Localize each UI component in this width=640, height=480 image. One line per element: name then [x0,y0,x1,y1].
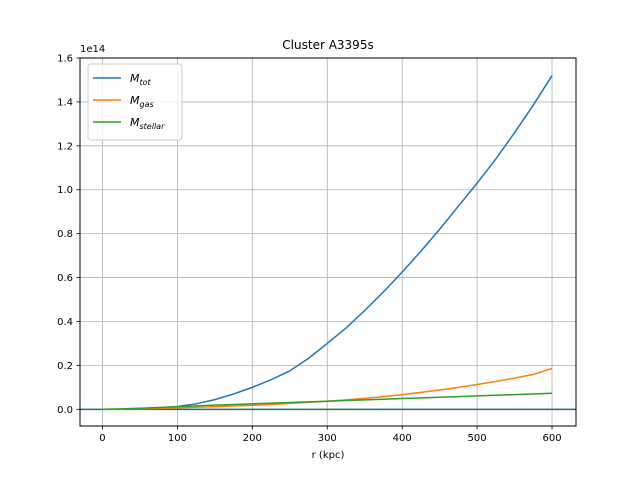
x-tick-label: 500 [468,433,487,444]
x-tick-label: 400 [393,433,412,444]
chart-title: Cluster A3395s [282,38,373,52]
y-tick-label: 1.2 [57,141,73,152]
legend-label-subscript: stellar [140,122,166,131]
y-tick-label: 1.0 [57,185,73,196]
axis-ticks: 0 100 200 300 400 500 600 0.0 0.2 0.4 0.6 0.8 1.0 1.2… [57,54,561,445]
y-tick-label: 1.6 [57,54,73,65]
x-tick-label: 200 [243,433,262,444]
legend-label-subscript: tot [140,78,152,87]
y-tick-label: 0.4 [57,317,73,328]
x-axis-label: r (kpc) [312,450,345,461]
y-tick-label: 1.4 [57,97,73,108]
series-line-stellar [102,392,553,411]
series-layer [102,75,553,411]
y-tick-label: 0.2 [57,361,73,372]
x-tick-label: 100 [168,433,187,444]
legend-box [87,63,183,141]
x-tick-label: 0 [99,433,105,444]
x-tick-label: 300 [318,433,337,444]
legend-label-subscript: gas [140,100,154,109]
y-axis-offset-label: 1e14 [80,44,105,55]
plot-frame [79,57,577,427]
y-tick-label: 0.8 [57,229,73,240]
y-tick-label: 0.0 [57,405,73,416]
y-tick-label: 0.6 [57,273,73,284]
x-tick-label: 600 [542,433,561,444]
